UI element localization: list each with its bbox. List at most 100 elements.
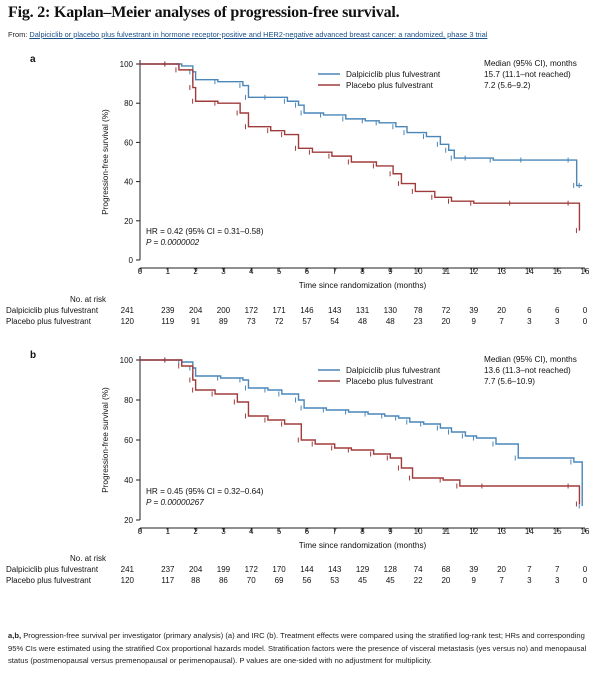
risk-count: 117: [161, 576, 174, 585]
risk-count: 130: [384, 306, 398, 315]
legend-entry-value: 7.7 (5.6–10.9): [484, 377, 535, 386]
x-tick-label: 0: [138, 527, 143, 536]
x-tick-label: 10: [414, 267, 423, 276]
x-tick-label: 13: [497, 267, 506, 276]
p-value-text: P = 0.0000002: [146, 238, 200, 247]
risk-count: 0: [583, 576, 588, 585]
y-tick-label: 0: [129, 256, 134, 265]
x-tick-label: 2: [193, 267, 198, 276]
p-value-text: P = 0.00000267: [146, 498, 204, 507]
x-tick-label: 3: [221, 267, 226, 276]
risk-count: 171: [272, 306, 286, 315]
risk-count: 241: [121, 565, 135, 574]
risk-count: 20: [497, 306, 506, 315]
risk-count: 143: [328, 306, 342, 315]
risk-count: 170: [272, 565, 286, 574]
risk-count: 89: [219, 317, 228, 326]
x-tick-label: 4: [249, 527, 254, 536]
risk-count: 128: [384, 565, 398, 574]
x-tick-label: 4: [249, 267, 254, 276]
risk-count: 7: [555, 565, 560, 574]
y-tick-label: 60: [124, 138, 133, 147]
risk-table-header: No. at risk: [70, 295, 107, 304]
x-tick-label: 9: [388, 527, 393, 536]
risk-row-label: Dalpiciclib plus fulvestrant: [6, 565, 99, 574]
x-tick-label: 7: [332, 527, 337, 536]
x-axis-label: Time since randomization (months): [299, 541, 427, 550]
km-curve-placebo: [140, 359, 581, 504]
x-tick-label: 12: [469, 527, 478, 536]
hazard-ratio-text: HR = 0.42 (95% CI = 0.31–0.58): [146, 227, 264, 236]
risk-count: 172: [245, 565, 259, 574]
x-tick-label: 5: [277, 527, 282, 536]
risk-count: 20: [441, 317, 450, 326]
risk-count: 86: [219, 576, 228, 585]
risk-count: 204: [189, 565, 203, 574]
risk-count: 78: [414, 306, 423, 315]
x-tick-label: 15: [553, 267, 562, 276]
risk-count: 88: [191, 576, 200, 585]
x-tick-label: 7: [332, 267, 337, 276]
risk-count: 0: [583, 317, 588, 326]
x-tick-label: 3: [221, 527, 226, 536]
risk-count: 53: [330, 576, 339, 585]
risk-count: 20: [497, 565, 506, 574]
x-tick-label: 6: [305, 267, 310, 276]
risk-count: 3: [527, 576, 532, 585]
panel-label: b: [30, 350, 36, 361]
risk-count: 3: [555, 576, 560, 585]
risk-count: 144: [300, 565, 314, 574]
risk-count: 146: [300, 306, 314, 315]
source-article-link[interactable]: Dalpiciclib or placebo plus fulvestrant …: [29, 30, 488, 39]
x-tick-label: 14: [525, 527, 534, 536]
y-tick-label: 20: [124, 516, 133, 525]
risk-count: 3: [555, 317, 560, 326]
x-tick-label: 5: [277, 267, 282, 276]
risk-count: 0: [583, 565, 588, 574]
risk-count: 22: [414, 576, 423, 585]
source-prefix: From:: [8, 30, 28, 39]
risk-count: 48: [386, 317, 395, 326]
x-tick-label: 8: [360, 527, 365, 536]
risk-count: 45: [386, 576, 395, 585]
caption-label: a,b,: [8, 631, 22, 640]
x-tick-label: 12: [469, 267, 478, 276]
risk-count: 39: [469, 565, 478, 574]
risk-count: 237: [161, 565, 175, 574]
x-tick-label: 14: [525, 267, 534, 276]
legend-entry-name: Placebo plus fulvestrant: [346, 377, 434, 386]
legend-header: Median (95% CI), months: [484, 59, 577, 68]
risk-row-label: Dalpiciclib plus fulvestrant: [6, 306, 99, 315]
x-tick-label: 8: [360, 267, 365, 276]
x-tick-label: 9: [388, 267, 393, 276]
risk-count: 199: [217, 565, 231, 574]
risk-count: 6: [555, 306, 560, 315]
figure-title: Fig. 2: Kaplan–Meier analyses of progres…: [8, 4, 400, 21]
panel-label: a: [30, 54, 36, 65]
risk-count: 39: [469, 306, 478, 315]
legend-entry-name: Placebo plus fulvestrant: [346, 81, 434, 90]
risk-count: 7: [527, 565, 532, 574]
km-curve-dalpiciclib: [140, 359, 583, 506]
x-tick-label: 6: [305, 527, 310, 536]
risk-count: 120: [121, 576, 135, 585]
risk-count: 70: [247, 576, 256, 585]
y-tick-label: 40: [124, 178, 133, 187]
x-axis-label: Time since randomization (months): [299, 281, 427, 290]
legend-entry-value: 7.2 (5.6–9.2): [484, 81, 531, 90]
risk-table-header: No. at risk: [70, 554, 107, 563]
risk-count: 9: [472, 576, 477, 585]
source-line: From: Dalpiciclib or placebo plus fulves…: [8, 30, 487, 39]
x-tick-label: 11: [442, 267, 451, 276]
y-tick-label: 100: [120, 356, 134, 365]
risk-count: 0: [583, 306, 588, 315]
risk-count: 129: [356, 565, 370, 574]
x-tick-label: 13: [497, 527, 506, 536]
risk-count: 91: [191, 317, 200, 326]
risk-count: 57: [302, 317, 311, 326]
y-tick-label: 20: [124, 217, 133, 226]
y-axis-label: Progression-free survival (%): [101, 109, 110, 215]
risk-count: 54: [330, 317, 339, 326]
figure-caption: a,b, Progression-free survival per inves…: [8, 630, 592, 668]
